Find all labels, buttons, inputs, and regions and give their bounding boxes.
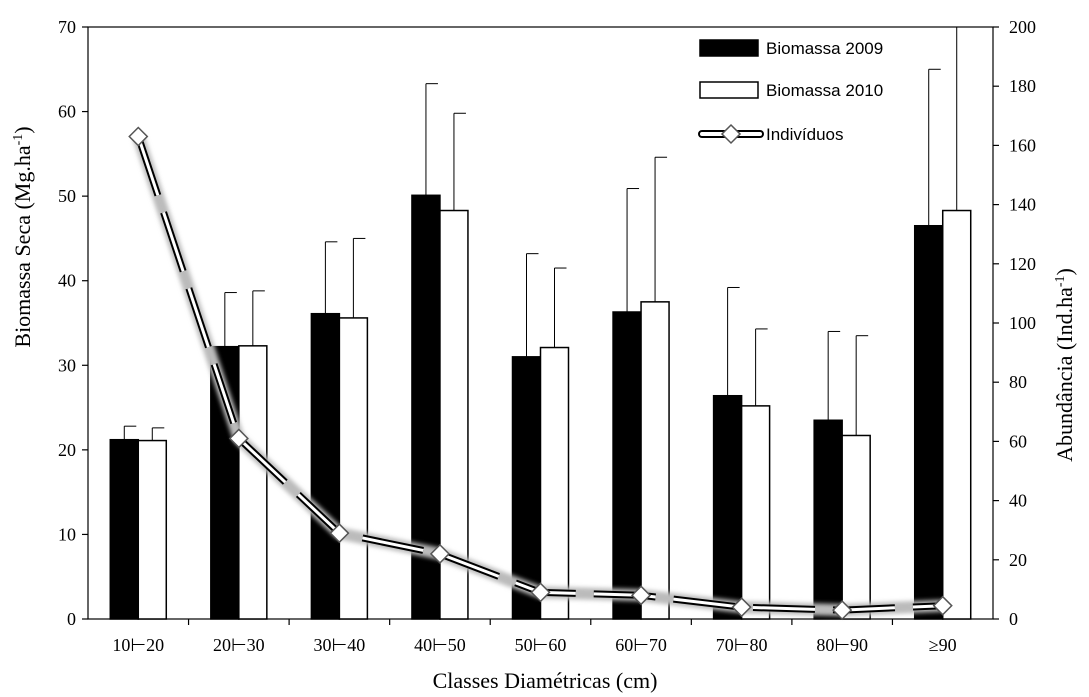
abundance-point	[128, 126, 149, 147]
bar-biomassa-2010	[740, 405, 771, 620]
bar-biomassa-2009	[813, 419, 843, 620]
x-tick-label: 60⊢70	[615, 635, 667, 655]
bar-biomassa-2009	[310, 312, 341, 620]
abundance-point	[932, 595, 953, 616]
x-tick-label: 40⊢50	[414, 635, 466, 655]
abundance-point	[731, 597, 752, 618]
y-tick-label: 70	[58, 17, 76, 37]
legend-label-individuos: Indivíduos	[766, 125, 844, 144]
bar-biomassa-2010	[640, 301, 670, 620]
abundance-point	[228, 428, 249, 449]
legend: Biomassa 2009 Biomassa 2010 Indivíduos	[698, 39, 883, 145]
y-tick-label: 10	[58, 524, 76, 544]
x-tick-label: 20⊢30	[213, 635, 265, 655]
abundance-point	[630, 585, 652, 606]
x-tick-label: ≥90	[929, 635, 957, 655]
y-axis-title-main: Biomassa Seca (Mg.ha	[10, 145, 35, 347]
legend-label-biomassa-2010: Biomassa 2010	[766, 81, 883, 100]
y-tick-label: 50	[58, 186, 76, 206]
bar-biomassa-2009	[712, 394, 743, 620]
y2-axis-title-main: Abundância (Ind.ha	[1052, 287, 1077, 462]
x-tick-label: 10⊢20	[112, 635, 164, 655]
abundance-point	[329, 523, 350, 544]
x-axis-title: Classes Diamétricas (cm)	[433, 668, 658, 693]
tick-labels: 0 10 20 30 40 50 60 70 0 20 40 60 80 100 120 140 160 180 2…	[58, 17, 1036, 655]
y2-tick-label: 80	[1009, 372, 1027, 392]
abundance-point	[530, 582, 551, 603]
y2-axis-title: Abundância (Ind.ha-1)	[1052, 268, 1077, 462]
y2-tick-label: 160	[1009, 135, 1036, 155]
bar-biomassa-2010	[338, 317, 369, 620]
x-tick-label: 70⊢80	[716, 635, 768, 655]
bar-biomassa-2010	[941, 209, 972, 620]
bar-biomassa-2009	[109, 438, 140, 620]
bar-biomassa-2009	[913, 224, 944, 620]
y2-tick-label: 200	[1009, 17, 1036, 37]
y2-tick-label: 120	[1009, 254, 1036, 274]
bar-biomassa-2010	[238, 345, 268, 620]
bar-biomassa-2010	[137, 439, 168, 620]
y2-axis-title-sup: -1	[1053, 275, 1068, 287]
y-tick-label: 20	[58, 440, 76, 460]
legend-swatch-biomassa-2010	[699, 81, 759, 99]
y-tick-label: 30	[58, 355, 76, 375]
y2-tick-label: 40	[1009, 491, 1027, 511]
bar-biomassa-2009	[612, 311, 642, 620]
axes	[82, 26, 999, 625]
bars	[109, 26, 972, 620]
legend-marker-individuos	[720, 123, 742, 145]
y2-tick-label: 60	[1009, 431, 1027, 451]
y-axis-title-end: )	[10, 126, 35, 133]
y2-tick-label: 0	[1009, 609, 1018, 629]
legend-label-biomassa-2009: Biomassa 2009	[766, 39, 883, 58]
y2-axis-title-end: )	[1052, 268, 1077, 275]
y-tick-label: 0	[67, 609, 76, 629]
x-tick-label: 80⊢90	[816, 635, 868, 655]
bar-biomassa-2010	[539, 346, 570, 620]
y-axis-title-sup: -1	[11, 134, 26, 146]
x-tick-label: 30⊢40	[314, 635, 366, 655]
y2-tick-label: 140	[1009, 195, 1036, 215]
y-tick-label: 60	[58, 102, 76, 122]
y2-tick-label: 180	[1009, 76, 1036, 96]
abundance-point	[832, 600, 853, 621]
legend-swatch-biomassa-2009	[699, 39, 759, 57]
x-tick-label: 50⊢60	[515, 635, 567, 655]
y2-tick-label: 100	[1009, 313, 1036, 333]
y-tick-label: 40	[58, 271, 76, 291]
y2-tick-label: 20	[1009, 550, 1027, 570]
y-axis-title: Biomassa Seca (Mg.ha-1)	[10, 126, 35, 347]
bar-biomassa-2010	[841, 434, 871, 620]
legend-line-individuos	[698, 123, 764, 145]
abundance-line	[128, 126, 953, 621]
abundance-point	[429, 543, 451, 564]
